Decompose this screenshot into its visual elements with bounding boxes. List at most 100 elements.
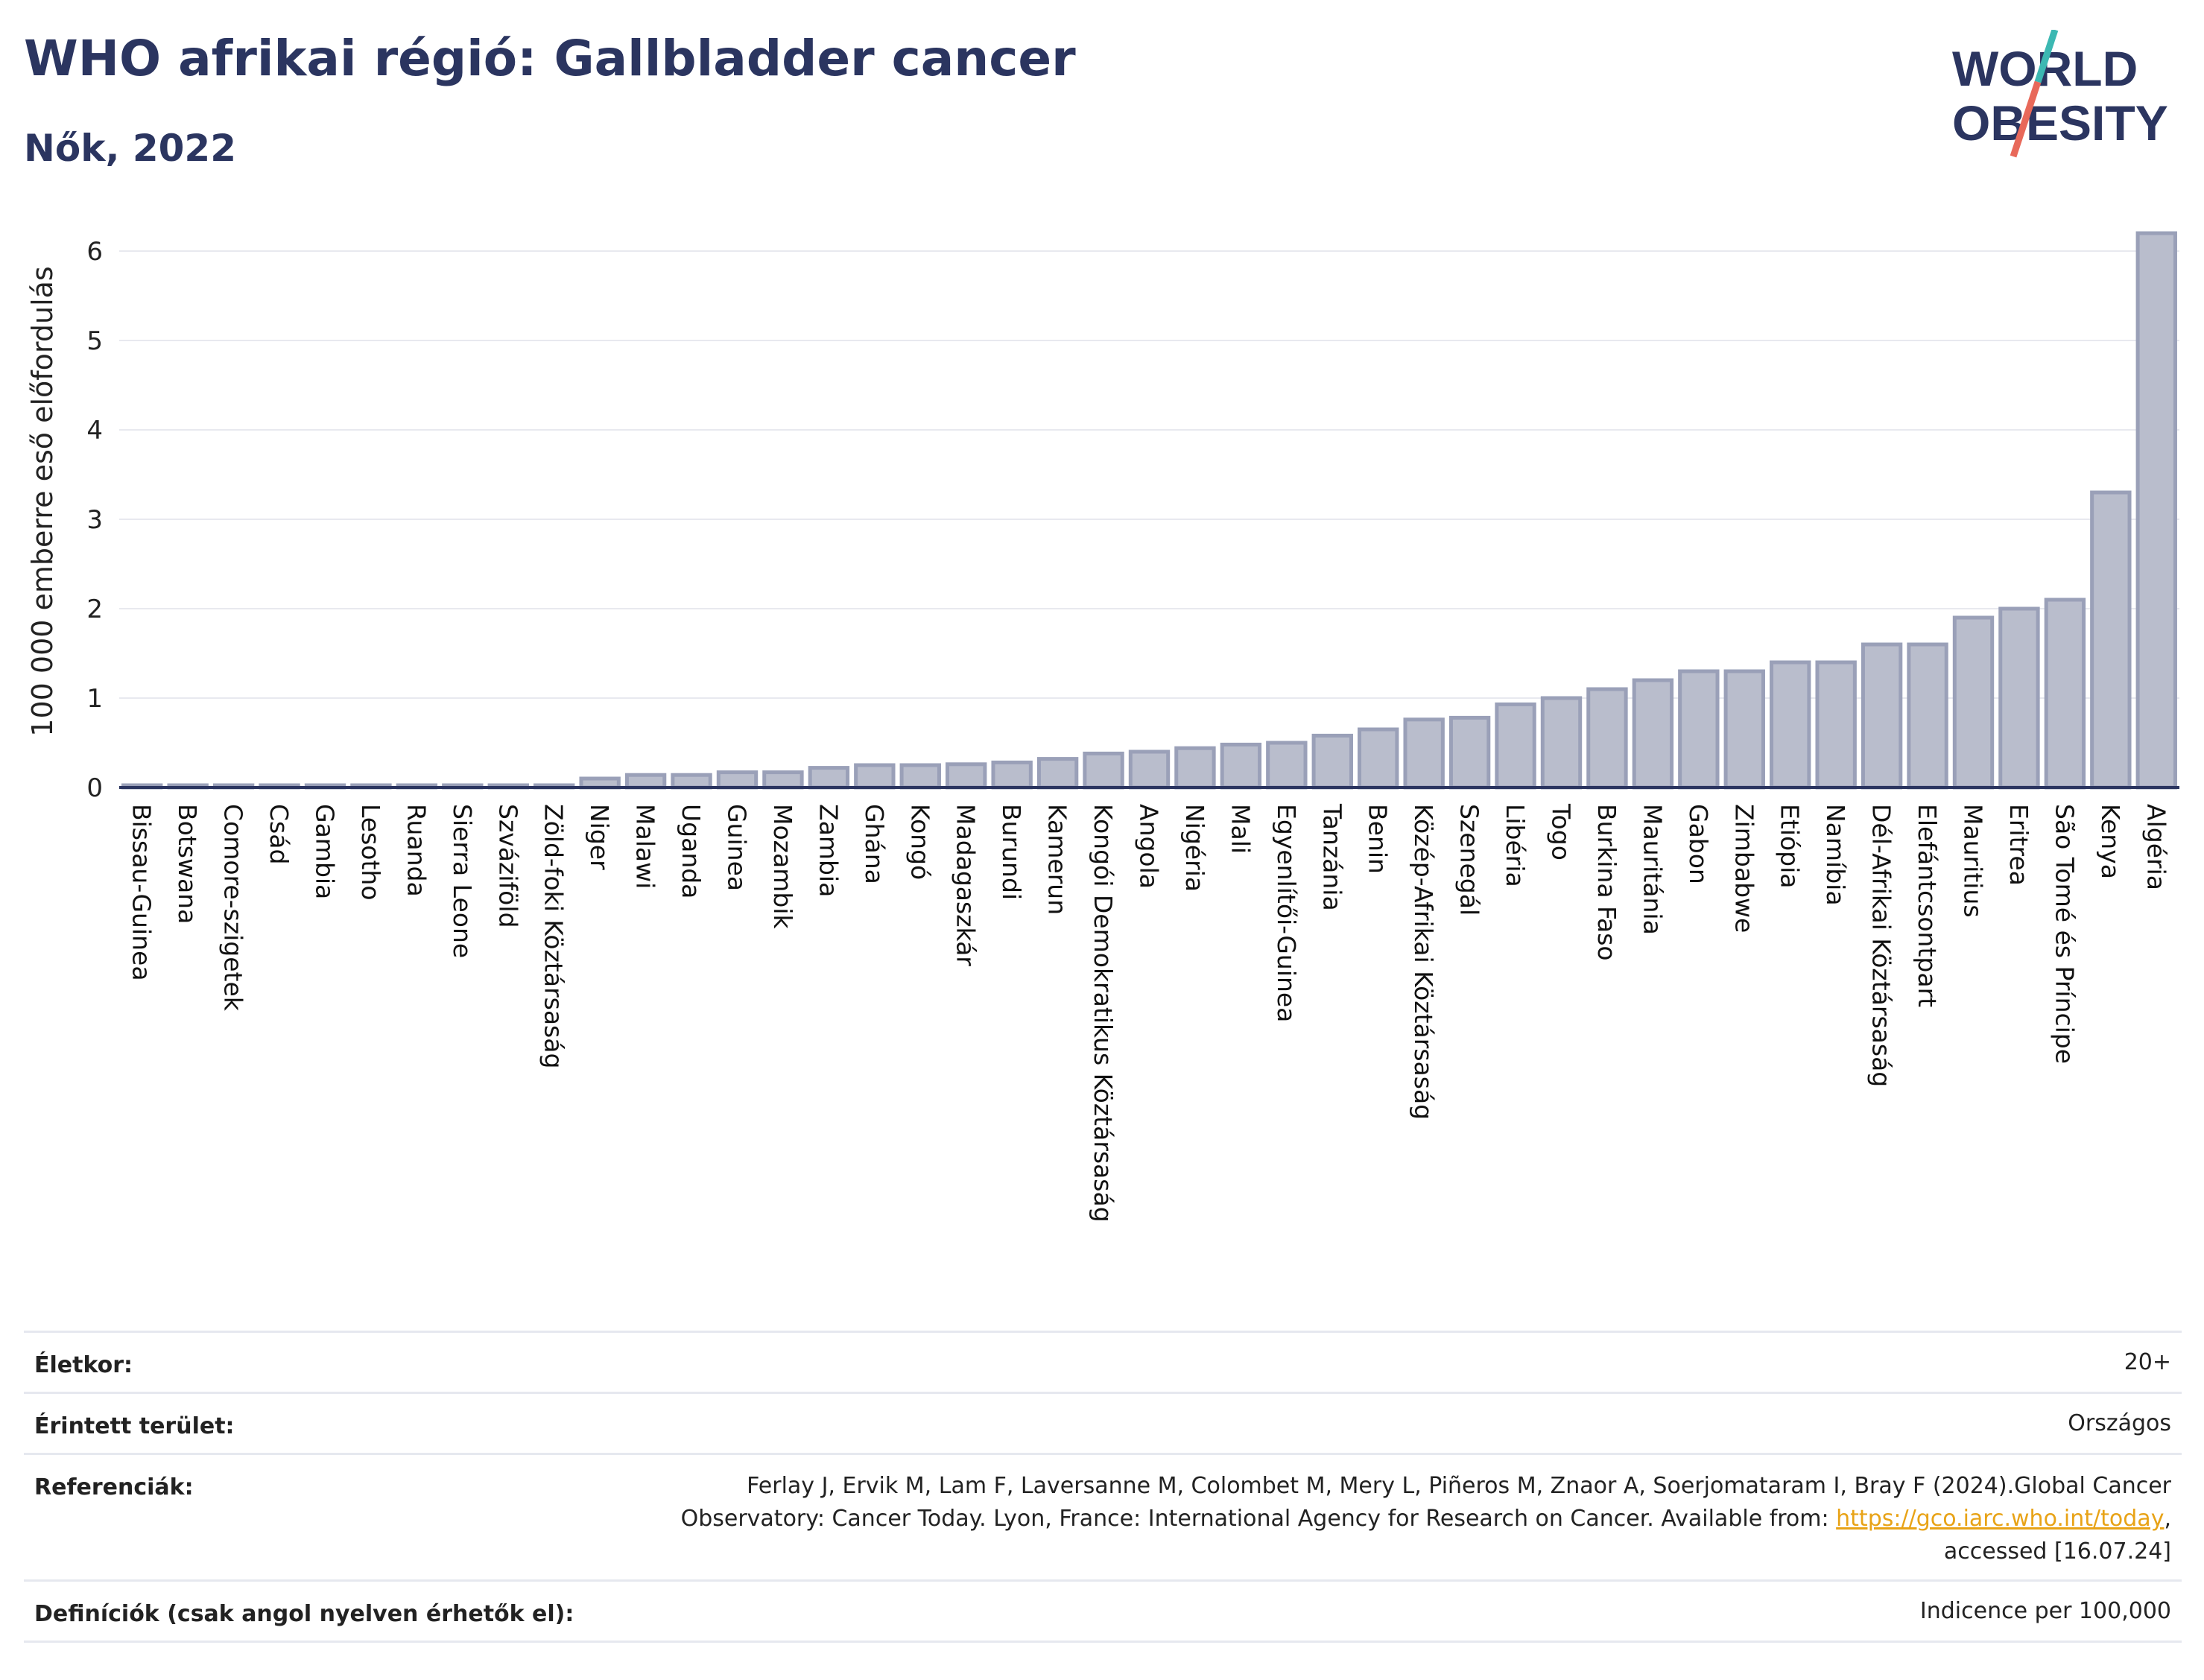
bar bbox=[1174, 746, 1216, 790]
logo-slash-red bbox=[2010, 80, 2042, 158]
definitions-label: Definíciók (csak angol nyelven érhetők e… bbox=[34, 1601, 574, 1627]
bar bbox=[1128, 749, 1171, 790]
bar bbox=[1311, 733, 1353, 790]
references-label: Referenciák: bbox=[34, 1474, 194, 1500]
x-tick-label: Mozambik bbox=[768, 804, 797, 929]
area-value: Országos bbox=[2068, 1410, 2171, 1436]
bar bbox=[2135, 231, 2177, 790]
bar bbox=[1861, 642, 1903, 790]
bar bbox=[1770, 660, 1811, 790]
chart-subtitle: Nők, 2022 bbox=[24, 127, 237, 170]
x-tick-label: Etiópia bbox=[1776, 804, 1805, 889]
bar bbox=[1220, 742, 1262, 790]
bar bbox=[991, 760, 1033, 790]
bar bbox=[1907, 642, 1948, 790]
reference-line2-text: Observatory: Cancer Today. Lyon, France:… bbox=[680, 1506, 1837, 1532]
y-tick-label: 4 bbox=[86, 416, 103, 446]
x-tick-label: Namíbia bbox=[1821, 804, 1850, 906]
x-tick-label: Comore-szigetek bbox=[219, 804, 248, 1012]
x-tick-label: Zimbabwe bbox=[1729, 804, 1758, 933]
x-tick-label: Guinea bbox=[723, 804, 752, 891]
x-tick-label: Angola bbox=[1135, 804, 1164, 889]
logo-slash-teal bbox=[2034, 30, 2059, 83]
x-tick-label: Lesotho bbox=[356, 804, 385, 901]
bar bbox=[671, 773, 712, 790]
bar bbox=[2044, 597, 2086, 790]
bar bbox=[1358, 727, 1399, 790]
y-tick-label: 1 bbox=[86, 684, 103, 714]
bar bbox=[1586, 687, 1628, 790]
x-tick-label: Bissau-Guinea bbox=[127, 804, 156, 981]
x-tick-label: Kenya bbox=[2096, 804, 2125, 879]
x-tick-label: Gabon bbox=[1684, 804, 1713, 884]
x-tick-label: Kongó bbox=[905, 804, 934, 880]
x-tick-label: Kamerun bbox=[1043, 804, 1072, 915]
reference-link[interactable]: https://gco.iarc.who.int/today bbox=[1836, 1506, 2165, 1532]
y-axis-label: 100 000 emberre eső előfordulás bbox=[26, 266, 59, 736]
x-tick-label: Tanzánia bbox=[1317, 803, 1346, 911]
x-tick-label: Ghána bbox=[860, 804, 889, 884]
world-obesity-logo: WORLD OBESITY bbox=[1952, 30, 2168, 158]
bar bbox=[2090, 490, 2132, 790]
x-tick-label: Sierra Leone bbox=[448, 804, 477, 958]
bar bbox=[1266, 741, 1308, 790]
x-tick-label: Libéria bbox=[1501, 804, 1530, 887]
age-label: Életkor: bbox=[34, 1352, 133, 1378]
x-tick-label: Burkina Faso bbox=[1592, 804, 1621, 961]
bar bbox=[1632, 678, 1674, 790]
x-tick-label: Algéria bbox=[2141, 804, 2170, 890]
x-tick-label: Niger bbox=[585, 804, 614, 870]
x-tick-label: Botswana bbox=[173, 804, 202, 924]
bar bbox=[1403, 717, 1445, 790]
reference-line1: Ferlay J, Ervik M, Lam F, Laversanne M, … bbox=[747, 1473, 2171, 1499]
x-tick-label: Malawi bbox=[631, 804, 660, 889]
bar bbox=[1083, 751, 1124, 790]
bar bbox=[854, 763, 896, 790]
y-tick-label: 5 bbox=[86, 326, 103, 356]
bar bbox=[1998, 606, 2040, 790]
info-row-age: Életkor: 20+ bbox=[24, 1331, 2182, 1392]
logo-line2: OBESITY bbox=[1952, 95, 2168, 150]
chart-title: WHO afrikai régió: Gallbladder cancer bbox=[24, 30, 1076, 87]
definitions-value: Indicence per 100,000 bbox=[1919, 1598, 2171, 1624]
references-value: Ferlay J, Ervik M, Lam F, Laversanne M, … bbox=[681, 1470, 2171, 1568]
bar bbox=[946, 762, 987, 790]
bar bbox=[716, 770, 759, 790]
x-tick-label: Közép-Afrikai Köztársaság bbox=[1409, 804, 1438, 1120]
x-tick-label: Mauritius bbox=[1959, 804, 1988, 918]
y-tick-label: 6 bbox=[86, 237, 103, 267]
bar bbox=[1723, 669, 1765, 790]
x-tick-label: Ruanda bbox=[402, 804, 431, 897]
bar bbox=[1815, 660, 1857, 790]
reference-line2: Observatory: Cancer Today. Lyon, France:… bbox=[681, 1503, 2171, 1535]
x-tick-label: Nigéria bbox=[1180, 804, 1209, 892]
bar bbox=[899, 763, 941, 790]
y-tick-label: 3 bbox=[86, 505, 103, 535]
bar bbox=[1036, 757, 1079, 790]
y-tick-label: 0 bbox=[86, 773, 103, 803]
bar bbox=[1540, 696, 1583, 790]
area-label: Érintett terület: bbox=[34, 1413, 235, 1439]
reference-line3: accessed [16.07.24] bbox=[1943, 1538, 2171, 1565]
x-tick-label: Elefántcsontpart bbox=[1913, 804, 1942, 1007]
bar-chart: 0 1 2 3 4 5 6 100 000 emberre eső előfordulás Bi… bbox=[26, 231, 2179, 1223]
x-tick-label: Dél-Afrikai Köztársaság bbox=[1867, 804, 1896, 1087]
info-bottom-divider bbox=[24, 1641, 2182, 1643]
bar bbox=[1952, 615, 1995, 790]
x-tick-label: Csád bbox=[265, 804, 294, 864]
x-tick-label: Burundi bbox=[997, 804, 1026, 900]
x-tick-label: Zöld-foki Köztársaság bbox=[539, 804, 569, 1068]
x-tick-label: Benin bbox=[1364, 804, 1393, 874]
x-tick-label: Gambia bbox=[311, 804, 340, 899]
x-tick-label: Szváziföld bbox=[493, 804, 522, 928]
x-tick-label: Kongói Demokratikus Köztársaság bbox=[1089, 804, 1118, 1223]
bar bbox=[1678, 669, 1720, 790]
bar bbox=[808, 766, 850, 790]
x-tick-label: Mauritánia bbox=[1638, 804, 1667, 935]
x-tick-label: Egyenlítői-Guinea bbox=[1272, 804, 1301, 1022]
x-tick-label: Szenegál bbox=[1455, 804, 1484, 916]
bar bbox=[1448, 715, 1491, 790]
y-tick-label: 2 bbox=[86, 595, 103, 624]
x-tick-label: Uganda bbox=[677, 804, 706, 898]
bar bbox=[1495, 702, 1536, 790]
